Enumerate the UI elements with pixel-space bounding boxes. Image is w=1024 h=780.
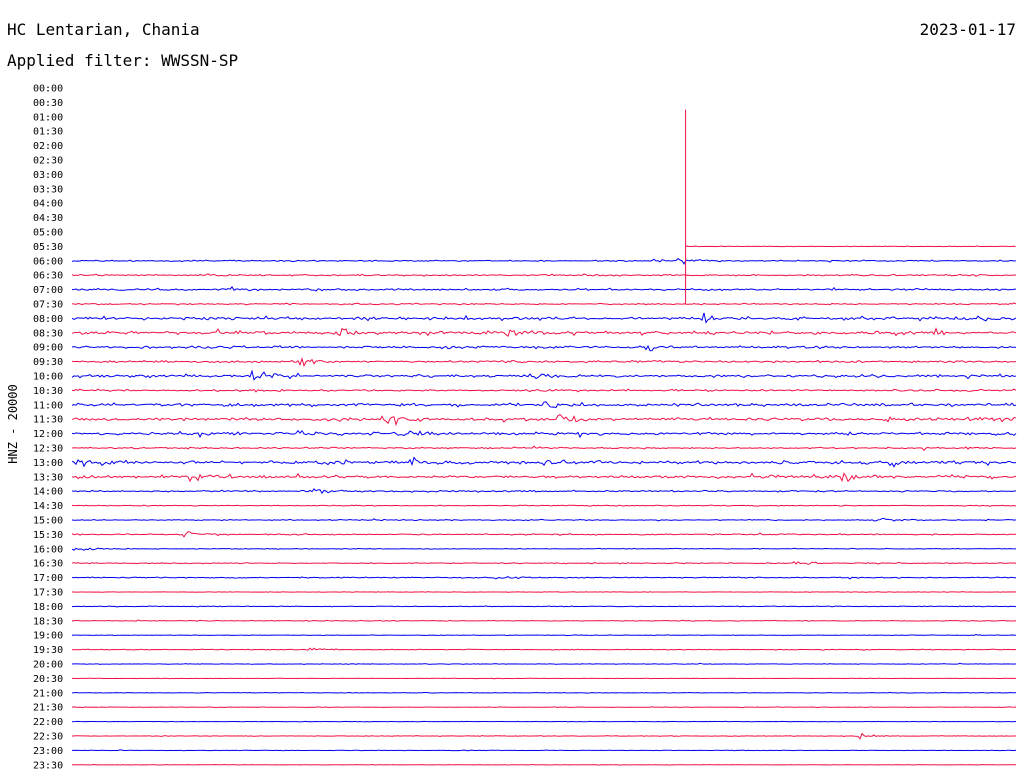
trace-0530 — [685, 245, 1016, 248]
row-time-label: 08:00 — [33, 314, 63, 325]
row-time-label: 02:00 — [33, 141, 63, 152]
row-time-label: 06:30 — [33, 271, 63, 282]
row-time-label: 21:30 — [33, 703, 63, 714]
row-time-label: 23:00 — [33, 746, 63, 757]
row-time-label: 11:00 — [33, 400, 63, 411]
row-time-label: 22:00 — [33, 717, 63, 728]
trace-1730 — [72, 591, 1017, 593]
row-time-label: 14:00 — [33, 487, 63, 498]
row-time-label: 00:00 — [33, 84, 63, 95]
trace-1330 — [71, 472, 1017, 483]
trace-1630 — [71, 561, 1017, 565]
row-time-label: 16:30 — [33, 559, 63, 570]
row-time-label: 13:00 — [33, 458, 63, 469]
row-time-label: 06:00 — [33, 256, 63, 267]
row-time-label: 04:30 — [33, 213, 63, 224]
row-time-label: 09:30 — [33, 357, 63, 368]
trace-1500 — [71, 517, 1017, 522]
row-time-label: 20:00 — [33, 660, 63, 671]
trace-2100 — [71, 691, 1017, 694]
trace-0730 — [71, 302, 1017, 306]
trace-1830 — [71, 619, 1017, 622]
row-time-label: 12:00 — [33, 429, 63, 440]
trace-2130 — [71, 706, 1017, 709]
row-time-label: 10:00 — [33, 372, 63, 383]
row-time-label: 02:30 — [33, 156, 63, 167]
trace-1130 — [71, 413, 1017, 427]
row-time-label: 07:30 — [33, 300, 63, 311]
row-time-label: 18:00 — [33, 602, 63, 613]
station-title: HC Lentarian, Chania — [7, 20, 200, 39]
trace-1430 — [71, 504, 1017, 507]
row-time-label: 18:30 — [33, 616, 63, 627]
trace-2300 — [71, 749, 1017, 752]
row-time-label: 20:30 — [33, 674, 63, 685]
trace-0800 — [71, 312, 1017, 324]
row-labels: 00:00 00:30 01:00 01:30 02:00 02:30 03:00 03:30… — [33, 84, 63, 772]
row-time-label: 09:00 — [33, 343, 63, 354]
row-time-label: 13:30 — [33, 472, 63, 483]
row-time-label: 21:00 — [33, 688, 63, 699]
trace-1200 — [71, 429, 1017, 439]
trace-1100 — [71, 401, 1017, 409]
trace-0600 — [71, 257, 1017, 265]
row-time-label: 01:30 — [33, 127, 63, 138]
trace-2200 — [71, 720, 1017, 723]
trace-1600 — [71, 547, 1017, 551]
trace-1300 — [71, 456, 1017, 468]
row-time-label: 17:00 — [33, 573, 63, 584]
seismogram-traces — [71, 109, 1017, 766]
row-time-label: 23:30 — [33, 760, 63, 771]
row-time-label: 12:30 — [33, 444, 63, 455]
row-time-label: 08:30 — [33, 328, 63, 339]
row-time-label: 00:30 — [33, 98, 63, 109]
row-time-label: 19:00 — [33, 631, 63, 642]
trace-2000 — [71, 662, 1017, 665]
row-time-label: 19:30 — [33, 645, 63, 656]
row-time-label: 15:30 — [33, 530, 63, 541]
row-time-label: 03:00 — [33, 170, 63, 181]
row-time-label: 11:30 — [33, 415, 63, 426]
trace-1530 — [71, 531, 1017, 538]
trace-0700 — [71, 286, 1017, 292]
row-time-label: 22:30 — [33, 732, 63, 743]
row-time-label: 05:30 — [33, 242, 63, 253]
row-time-label: 04:00 — [33, 199, 63, 210]
row-time-label: 01:00 — [33, 112, 63, 123]
trace-0630 — [71, 273, 1017, 277]
trace-1230 — [71, 445, 1017, 452]
trace-1930 — [71, 647, 1017, 651]
trace-2330 — [71, 764, 1017, 766]
trace-0830 — [71, 327, 1017, 337]
trace-1700 — [71, 575, 1017, 580]
trace-1400 — [71, 488, 1017, 495]
trace-2030 — [71, 677, 1017, 680]
trace-1030 — [71, 388, 1017, 393]
date-label: 2023-01-17 — [919, 20, 1016, 39]
row-time-label: 07:00 — [33, 285, 63, 296]
row-time-label: 15:00 — [33, 516, 63, 527]
row-time-label: 14:30 — [33, 501, 63, 512]
row-time-label: 05:00 — [33, 228, 63, 239]
row-time-label: 10:30 — [33, 386, 63, 397]
trace-1900 — [71, 633, 1017, 637]
row-time-label: 03:30 — [33, 184, 63, 195]
row-time-label: 16:00 — [33, 544, 63, 555]
trace-1000 — [71, 369, 1017, 381]
row-time-label: 17:30 — [33, 588, 63, 599]
trace-0900 — [71, 344, 1017, 352]
trace-0930 — [71, 356, 1017, 368]
filter-label: Applied filter: WWSSN-SP — [7, 51, 239, 70]
trace-1800 — [71, 605, 1017, 608]
trace-2230 — [71, 732, 1017, 740]
